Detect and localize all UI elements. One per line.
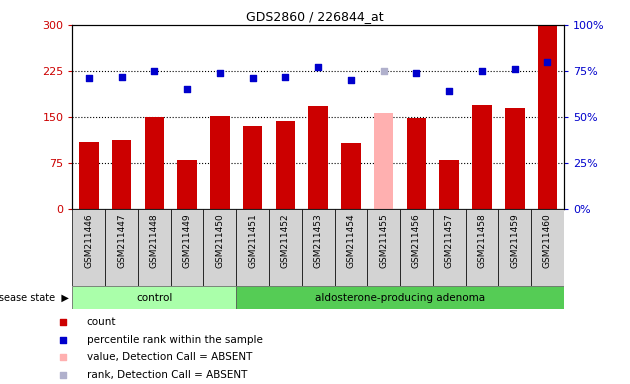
Bar xyxy=(433,209,466,286)
Bar xyxy=(236,286,564,309)
Bar xyxy=(112,141,132,209)
Bar xyxy=(269,209,302,286)
Bar xyxy=(472,105,492,209)
Point xyxy=(84,75,94,81)
Point xyxy=(510,66,520,72)
Bar xyxy=(72,209,105,286)
Text: GSM211453: GSM211453 xyxy=(314,213,323,268)
Point xyxy=(182,86,192,93)
Text: GSM211455: GSM211455 xyxy=(379,213,388,268)
Text: disease state  ▶: disease state ▶ xyxy=(0,293,69,303)
Text: percentile rank within the sample: percentile rank within the sample xyxy=(87,334,263,344)
Bar xyxy=(498,209,531,286)
Text: count: count xyxy=(87,317,116,327)
Bar xyxy=(335,209,367,286)
Bar xyxy=(138,209,171,286)
Bar xyxy=(341,143,361,209)
Bar xyxy=(243,126,263,209)
Text: value, Detection Call = ABSENT: value, Detection Call = ABSENT xyxy=(87,353,252,362)
Bar xyxy=(374,113,394,209)
Bar xyxy=(105,209,138,286)
Text: GSM211449: GSM211449 xyxy=(183,213,192,268)
Bar xyxy=(144,117,164,209)
Bar xyxy=(302,209,335,286)
Bar xyxy=(79,142,99,209)
Bar xyxy=(406,118,427,209)
Bar xyxy=(236,209,269,286)
Text: GSM211446: GSM211446 xyxy=(84,213,93,268)
Bar xyxy=(72,286,236,309)
Bar xyxy=(400,209,433,286)
Text: GDS2860 / 226844_at: GDS2860 / 226844_at xyxy=(246,10,384,23)
Bar xyxy=(531,209,564,286)
Bar xyxy=(177,160,197,209)
Point xyxy=(58,336,68,343)
Point xyxy=(117,73,127,79)
Text: GSM211456: GSM211456 xyxy=(412,213,421,268)
Bar xyxy=(308,106,328,209)
Bar xyxy=(275,121,295,209)
Bar xyxy=(505,108,525,209)
Text: GSM211460: GSM211460 xyxy=(543,213,552,268)
Bar xyxy=(367,209,400,286)
Point xyxy=(411,70,421,76)
Bar xyxy=(439,160,459,209)
Point xyxy=(313,64,323,70)
Text: GSM211447: GSM211447 xyxy=(117,213,126,268)
Point xyxy=(58,319,68,325)
Text: GSM211451: GSM211451 xyxy=(248,213,257,268)
Text: GSM211448: GSM211448 xyxy=(150,213,159,268)
Point xyxy=(346,77,356,83)
Text: GSM211454: GSM211454 xyxy=(346,213,355,268)
Text: GSM211450: GSM211450 xyxy=(215,213,224,268)
Point xyxy=(215,70,225,76)
Point xyxy=(542,59,553,65)
Text: GSM211457: GSM211457 xyxy=(445,213,454,268)
Text: GSM211459: GSM211459 xyxy=(510,213,519,268)
Point xyxy=(248,75,258,81)
Text: control: control xyxy=(136,293,173,303)
Bar xyxy=(466,209,498,286)
Text: GSM211458: GSM211458 xyxy=(478,213,486,268)
Point xyxy=(58,354,68,361)
Bar xyxy=(171,209,203,286)
Point xyxy=(444,88,454,94)
Point xyxy=(379,68,389,74)
Text: aldosterone-producing adenoma: aldosterone-producing adenoma xyxy=(315,293,485,303)
Bar xyxy=(203,209,236,286)
Point xyxy=(477,68,487,74)
Bar xyxy=(210,116,230,209)
Text: rank, Detection Call = ABSENT: rank, Detection Call = ABSENT xyxy=(87,370,247,380)
Bar xyxy=(537,26,558,209)
Point xyxy=(149,68,159,74)
Text: GSM211452: GSM211452 xyxy=(281,213,290,268)
Point xyxy=(280,73,290,79)
Point xyxy=(58,372,68,378)
